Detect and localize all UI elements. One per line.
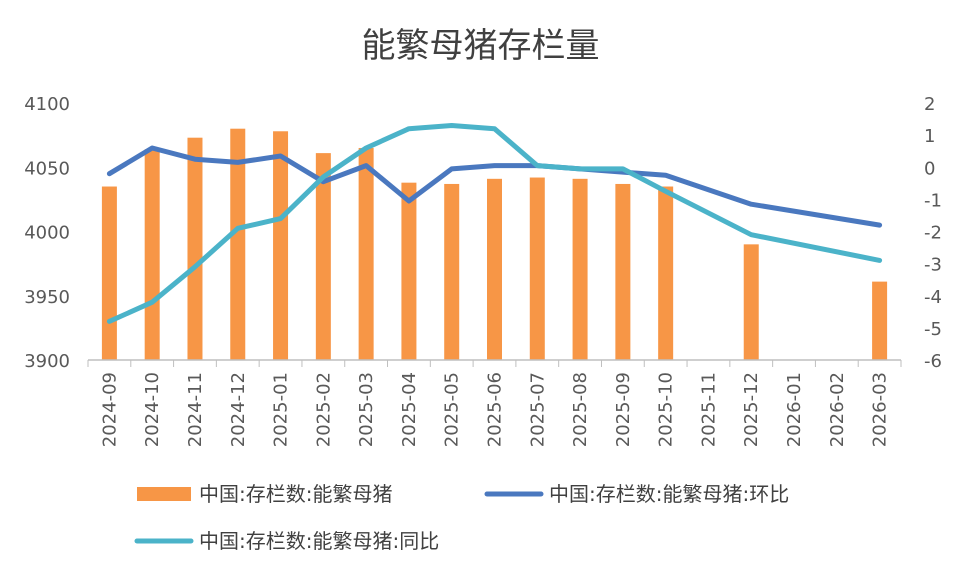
right-axis-tick-label: -2: [924, 223, 942, 244]
x-axis-tick-label: 2025-10: [656, 372, 677, 447]
legend-label: 中国:存栏数:能繁母猪:环比: [549, 482, 789, 506]
x-axis-tick-label: 2025-06: [485, 372, 506, 447]
left-axis-tick-label: 3900: [24, 351, 70, 372]
left-axis-tick-label: 4100: [24, 94, 70, 115]
bar-2026-03: [872, 281, 888, 360]
x-axis-tick-label: 2024-10: [142, 372, 163, 447]
right-axis-tick-label: 0: [924, 158, 935, 179]
bar-2024-12: [230, 128, 246, 360]
x-axis-tick-label: 2025-05: [442, 372, 463, 447]
bar-2025-06: [487, 178, 502, 360]
bar-2025-03: [358, 147, 374, 360]
bar-2025-02: [315, 153, 331, 360]
bar-2024-11: [187, 137, 203, 360]
left-axis-tick-label: 3950: [24, 287, 70, 308]
x-axis-tick-label: 2026-02: [827, 372, 848, 447]
x-axis-tick-label: 2025-11: [698, 372, 719, 447]
legend-label: 中国:存栏数:能繁母猪:同比: [199, 529, 439, 553]
legend-label: 中国:存栏数:能繁母猪: [199, 482, 392, 506]
right-axis-tick-label: -6: [924, 351, 942, 372]
right-axis-tick-label: 1: [924, 126, 935, 147]
right-axis-tick-label: -5: [924, 319, 942, 340]
left-axis-tick-label: 4000: [24, 223, 70, 244]
line-series-mom: [106, 145, 883, 228]
left-axis-tick-label: 4050: [24, 158, 70, 179]
bar-2025-04: [401, 182, 417, 360]
right-axis-tick-label: 2: [924, 94, 935, 115]
bar-2025-12: [743, 244, 759, 360]
x-axis-tick-label: 2026-01: [784, 372, 805, 447]
bar-2025-01: [273, 131, 289, 360]
x-axis-tick-label: 2024-11: [185, 372, 206, 447]
x-axis-tick-label: 2025-01: [271, 372, 292, 447]
legend-swatch-bar: [137, 487, 191, 501]
bar-2024-10: [144, 149, 160, 360]
bar-2025-05: [444, 183, 460, 360]
chart-title: 能繁母猪存栏量: [361, 26, 600, 66]
x-axis-tick-label: 2025-02: [313, 372, 334, 447]
right-axis-tick-label: -1: [924, 190, 942, 211]
line-series-yoy: [106, 123, 883, 324]
x-axis-tick-label: 2025-09: [613, 372, 634, 447]
bar-2025-07: [529, 177, 545, 360]
bar-2025-10: [658, 186, 674, 360]
x-axis-tick-label: 2025-03: [356, 372, 377, 447]
right-axis-tick-label: -4: [924, 287, 942, 308]
x-axis-tick-label: 2024-12: [228, 372, 249, 447]
x-axis-tick-label: 2025-04: [399, 372, 420, 447]
x-axis-tick-label: 2024-09: [99, 372, 120, 447]
x-axis-tick-label: 2025-12: [741, 372, 762, 447]
bar-2025-08: [572, 178, 588, 360]
x-axis-tick-label: 2025-08: [570, 372, 591, 447]
bar-2025-09: [615, 183, 631, 360]
x-axis-tick-label: 2026-03: [870, 372, 891, 447]
right-axis-tick-label: -3: [924, 255, 942, 276]
x-axis-tick-label: 2025-07: [527, 372, 548, 447]
bar-2024-09: [101, 186, 117, 360]
